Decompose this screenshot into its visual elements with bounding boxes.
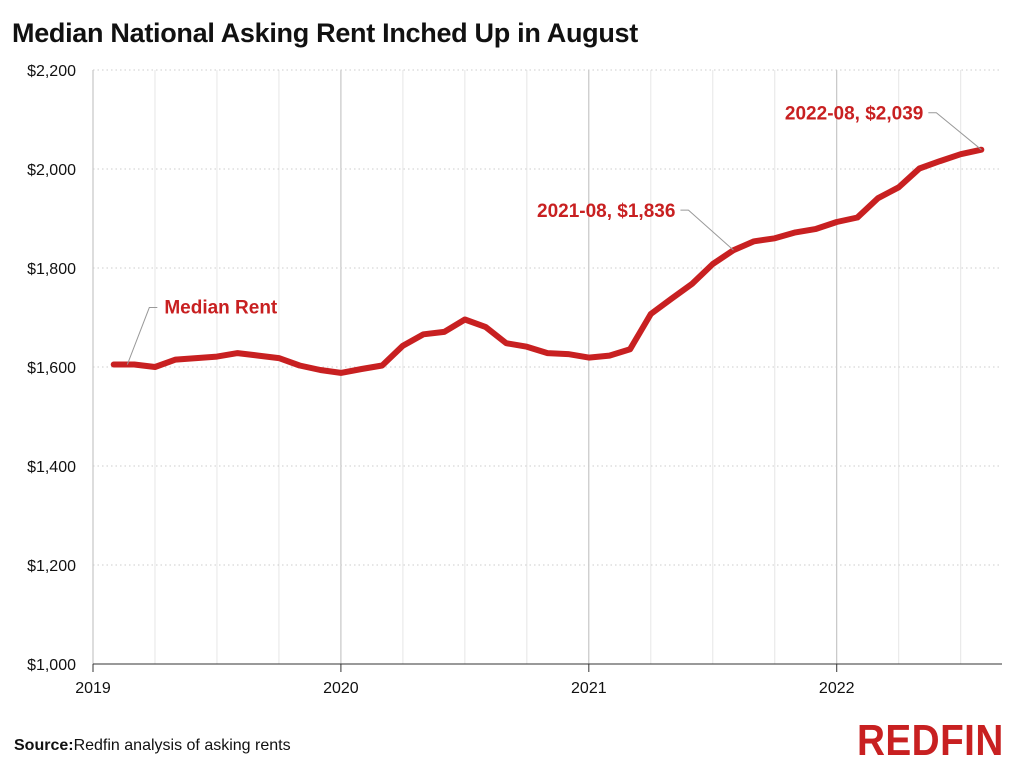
aug-2022-leader <box>928 112 982 151</box>
series-layer <box>110 146 985 376</box>
aug-2021-leader <box>680 209 734 251</box>
y-tick-label: $1,800 <box>27 261 76 278</box>
y-tick-label: $1,600 <box>27 360 76 377</box>
x-tick-label: 2020 <box>323 680 359 697</box>
source-note: Source:Redfin analysis of asking rents <box>14 737 291 755</box>
axis-layer: $1,000 $1,200 $1,400 $1,600 $1,800 $2,000 $2,2… <box>27 63 1002 697</box>
aug-2022-label: 2022-08, $2,039 <box>785 104 923 125</box>
x-tick-label: 2021 <box>571 680 607 697</box>
aug-2021-label: 2021-08, $1,836 <box>537 201 675 222</box>
median-rent-leader <box>126 307 158 365</box>
source-text: Redfin analysis of asking rents <box>73 737 291 754</box>
redfin-logo: REDFIN <box>857 716 1004 765</box>
source-label: Source: <box>14 737 74 754</box>
median-rent-line <box>110 146 985 376</box>
y-tick-label: $1,000 <box>27 657 76 674</box>
y-tick-label: $2,200 <box>27 63 76 80</box>
y-tick-label: $1,400 <box>27 459 76 476</box>
y-tick-label: $1,200 <box>27 558 76 575</box>
grid-layer <box>92 69 1002 664</box>
median-rent-label: Median Rent <box>164 298 278 319</box>
annotation-layer: Median Rent 2021-08, $1,836 2022-08, $2,03… <box>126 104 982 365</box>
x-tick-label: 2019 <box>75 680 111 697</box>
y-tick-label: $2,000 <box>27 162 76 179</box>
chart-title: Median National Asking Rent Inched Up in… <box>12 18 638 48</box>
x-tick-label: 2022 <box>819 680 855 697</box>
